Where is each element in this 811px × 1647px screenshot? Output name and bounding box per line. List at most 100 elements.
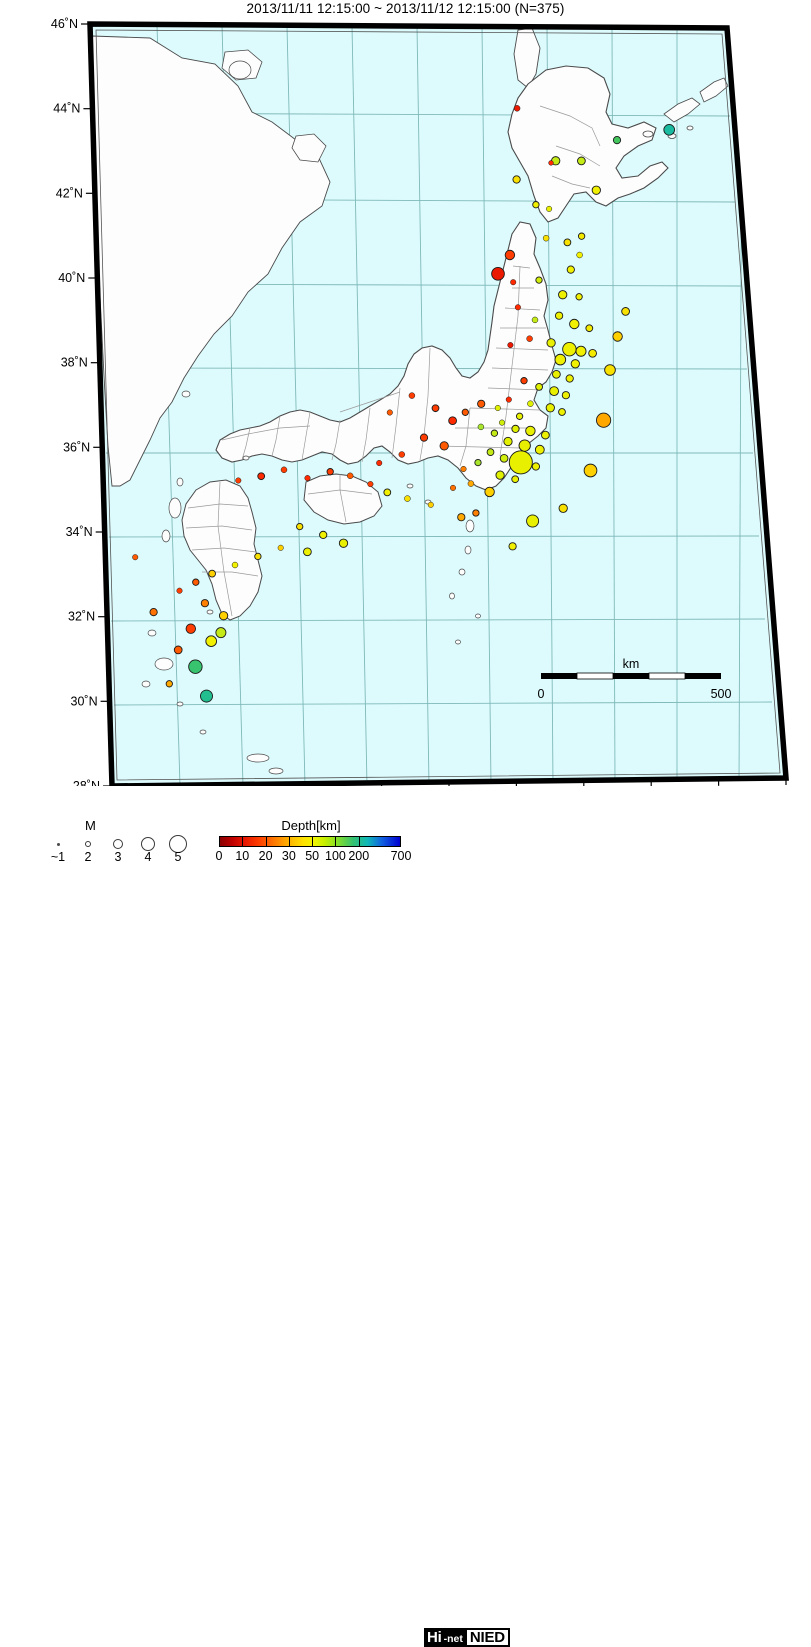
epicenter-marker[interactable] (504, 249, 516, 261)
epicenter-marker[interactable] (546, 205, 553, 212)
epicenter-marker[interactable] (535, 276, 543, 284)
epicenter-marker[interactable] (386, 409, 393, 416)
epicenter-marker[interactable] (383, 488, 392, 497)
epicenter-marker[interactable] (173, 645, 183, 655)
epicenter-marker[interactable] (563, 238, 572, 247)
epicenter-marker[interactable] (192, 578, 200, 586)
epicenter-marker[interactable] (526, 335, 533, 342)
epicenter-marker[interactable] (467, 480, 475, 487)
epicenter-marker[interactable] (532, 201, 540, 209)
epicenter-marker[interactable] (132, 554, 139, 561)
epicenter-marker[interactable] (554, 353, 567, 366)
map-canvas[interactable]: km 0 500 28˚N 30˚N 32˚N 34˚N 36˚N 38˚N 40˚N 42˚… (0, 16, 811, 786)
epicenter-marker[interactable] (319, 530, 328, 540)
hinet-nied-logo[interactable]: Hi -net NIED (424, 1628, 510, 1647)
epicenter-marker[interactable] (545, 403, 555, 413)
epicenter-marker[interactable] (552, 369, 561, 379)
epicenter-marker[interactable] (561, 391, 571, 400)
epicenter-marker[interactable] (491, 266, 505, 281)
epicenter-marker[interactable] (257, 472, 266, 481)
epicenter-marker[interactable] (558, 408, 566, 416)
epicenter-marker[interactable] (498, 419, 506, 426)
epicenter-marker[interactable] (612, 135, 622, 145)
epicenter-marker[interactable] (577, 156, 586, 166)
epicenter-marker[interactable] (588, 348, 597, 358)
epicenter-marker[interactable] (461, 408, 469, 416)
epicenter-marker[interactable] (218, 611, 229, 621)
epicenter-marker[interactable] (663, 123, 676, 136)
epicenter-marker[interactable] (566, 265, 575, 274)
epicenter-marker[interactable] (577, 232, 586, 240)
epicenter-marker[interactable] (326, 468, 334, 476)
epicenter-marker[interactable] (149, 607, 158, 617)
epicenter-marker[interactable] (398, 451, 406, 458)
epicenter-marker[interactable] (439, 441, 449, 451)
epicenter-marker[interactable] (558, 290, 568, 300)
epicenter-marker[interactable] (562, 342, 577, 357)
epicenter-marker[interactable] (346, 472, 354, 480)
epicenter-marker[interactable] (596, 412, 612, 428)
epicenter-marker[interactable] (512, 175, 521, 184)
epicenter-marker[interactable] (575, 345, 587, 357)
epicenter-marker[interactable] (474, 458, 482, 467)
epicenter-marker[interactable] (448, 416, 457, 426)
epicenter-marker[interactable] (511, 475, 520, 484)
epicenter-marker[interactable] (205, 635, 218, 648)
epicenter-marker[interactable] (419, 433, 429, 442)
epicenter-marker[interactable] (499, 453, 509, 463)
epicenter-marker[interactable] (280, 466, 288, 474)
epicenter-marker[interactable] (277, 544, 284, 551)
epicenter-marker[interactable] (457, 513, 466, 522)
epicenter-marker[interactable] (185, 623, 196, 634)
epicenter-marker[interactable] (503, 436, 513, 447)
epicenter-marker[interactable] (176, 587, 183, 594)
epicenter-marker[interactable] (460, 465, 467, 473)
epicenter-marker[interactable] (569, 318, 580, 330)
epicenter-marker[interactable] (535, 383, 543, 391)
epicenter-marker[interactable] (208, 569, 216, 578)
epicenter-marker[interactable] (526, 514, 540, 528)
epicenter-marker[interactable] (565, 374, 574, 383)
epicenter-marker[interactable] (558, 503, 568, 513)
epicenter-marker[interactable] (583, 463, 598, 478)
epicenter-marker[interactable] (510, 279, 517, 286)
epicenter-marker[interactable] (477, 399, 486, 408)
epicenter-marker[interactable] (612, 331, 623, 342)
epicenter-marker[interactable] (494, 404, 501, 412)
epicenter-marker[interactable] (235, 477, 242, 484)
epicenter-marker[interactable] (200, 599, 210, 608)
epicenter-marker[interactable] (554, 311, 564, 320)
epicenter-marker[interactable] (495, 470, 505, 480)
map-panel[interactable]: km 0 500 28˚N 30˚N 32˚N 34˚N 36˚N 38˚N 40˚N 42˚… (0, 16, 811, 786)
epicenter-marker[interactable] (534, 444, 545, 455)
epicenter-marker[interactable] (490, 429, 499, 437)
epicenter-marker[interactable] (604, 364, 616, 376)
epicenter-marker[interactable] (404, 495, 411, 502)
epicenter-marker[interactable] (449, 484, 457, 491)
epicenter-marker[interactable] (541, 430, 550, 440)
epicenter-marker[interactable] (427, 501, 434, 508)
epicenter-marker[interactable] (508, 450, 533, 475)
epicenter-marker[interactable] (367, 481, 374, 488)
epicenter-marker[interactable] (303, 547, 312, 557)
epicenter-marker[interactable] (215, 627, 227, 639)
epicenter-marker[interactable] (520, 377, 528, 385)
epicenter-marker[interactable] (338, 538, 349, 548)
epicenter-marker[interactable] (585, 324, 594, 333)
epicenter-marker[interactable] (570, 359, 580, 369)
epicenter-marker[interactable] (525, 425, 536, 437)
epicenter-marker[interactable] (542, 234, 550, 242)
epicenter-marker[interactable] (546, 338, 556, 348)
epicenter-marker[interactable] (527, 400, 534, 407)
epicenter-marker[interactable] (576, 251, 583, 259)
epicenter-marker[interactable] (254, 552, 262, 561)
epicenter-marker[interactable] (531, 316, 539, 324)
epicenter-marker[interactable] (549, 386, 559, 396)
epicenter-marker[interactable] (231, 561, 239, 569)
epicenter-marker[interactable] (508, 542, 517, 551)
epicenter-marker[interactable] (200, 689, 213, 703)
epicenter-marker[interactable] (304, 475, 311, 482)
epicenter-marker[interactable] (408, 392, 416, 399)
epicenter-marker[interactable] (507, 342, 514, 349)
epicenter-marker[interactable] (518, 439, 531, 452)
